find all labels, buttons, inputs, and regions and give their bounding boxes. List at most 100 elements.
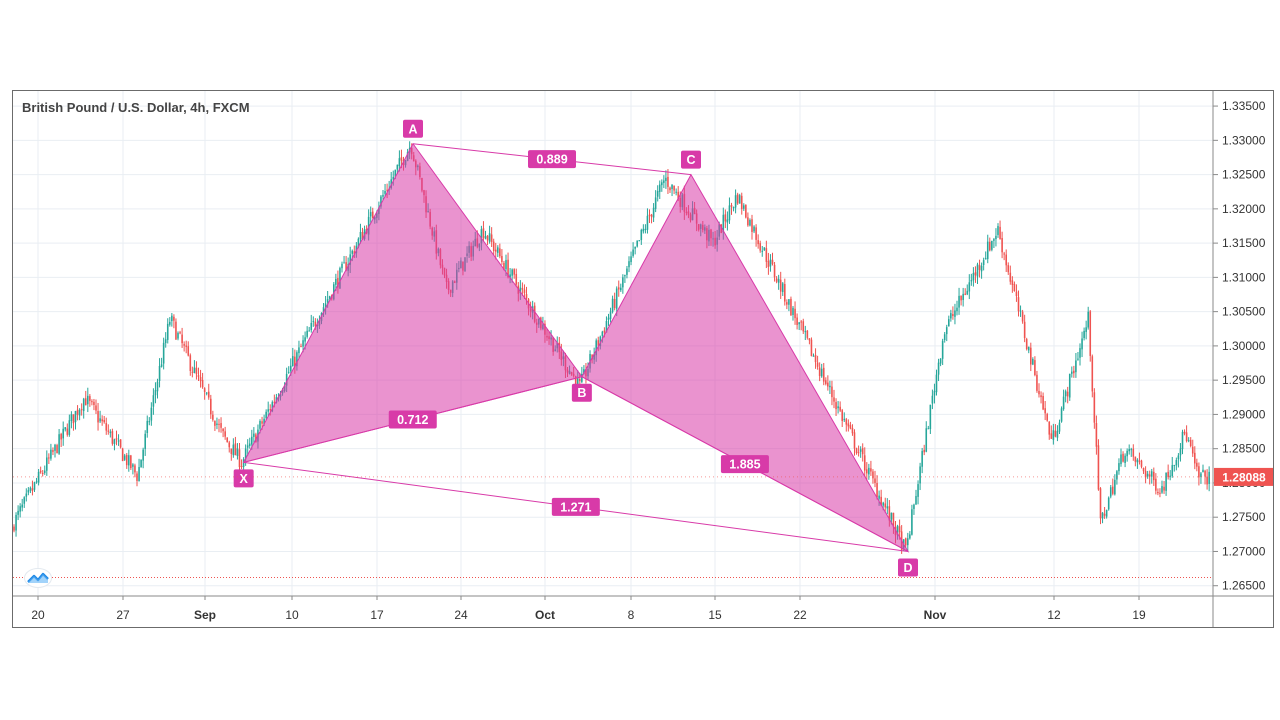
candle-up: [19, 506, 21, 512]
axes: 1.33500 1.33000 1.32500 1.32000 1.31500 1.310…: [13, 91, 1273, 627]
candle-up: [743, 205, 745, 209]
candle-down: [757, 240, 759, 245]
candle-down: [39, 470, 42, 473]
candle-down: [212, 414, 214, 420]
candle-down: [107, 430, 110, 432]
candle-up: [82, 398, 85, 412]
candle-up: [753, 226, 755, 232]
candle-down: [851, 427, 854, 434]
candle-up: [970, 280, 973, 282]
candle-up: [1200, 473, 1202, 477]
candle-down: [1157, 491, 1159, 494]
candle-down: [1132, 448, 1135, 457]
candle-up: [644, 228, 647, 230]
candle-up: [950, 313, 952, 319]
candle-down: [195, 367, 198, 375]
candle-down: [400, 157, 403, 161]
chart-frame[interactable]: 0.712 0.889 1.885 1.271 X A B C D 1.33500 1.33000…: [12, 90, 1274, 628]
candle-down: [1194, 452, 1196, 464]
candle-up: [626, 268, 628, 275]
candle-up: [296, 352, 298, 367]
candle-up: [665, 177, 667, 182]
candle-down: [771, 259, 774, 265]
candle-down: [31, 488, 34, 491]
candle-down: [121, 448, 124, 462]
candle-up: [1126, 450, 1128, 457]
candle-up: [732, 207, 735, 209]
candle-up: [738, 195, 741, 204]
candle-down: [84, 398, 87, 406]
candle-up: [1136, 459, 1139, 463]
candle-down: [1198, 466, 1200, 478]
price-tick-label: 1.32500: [1222, 168, 1266, 182]
candle-down: [839, 406, 841, 411]
candle-down: [673, 185, 675, 191]
candle-down: [1196, 462, 1198, 467]
candle-up: [763, 247, 766, 251]
candle-down: [1097, 445, 1100, 490]
candle-up: [242, 459, 245, 467]
candle-down: [1144, 470, 1147, 478]
candle-down: [136, 473, 138, 481]
candle-down: [273, 401, 276, 403]
candle-down: [101, 419, 103, 422]
candle-down: [95, 405, 97, 411]
candle-up: [1019, 310, 1022, 312]
candle-down: [964, 293, 966, 295]
candle-up: [488, 233, 491, 242]
candle-up: [997, 226, 999, 235]
candle-up: [253, 433, 255, 437]
candle-down: [1155, 478, 1157, 491]
candle-up: [248, 443, 251, 446]
harmonic-pattern[interactable]: 0.712 0.889 1.885 1.271 X A B C D: [233, 119, 918, 577]
candle-down: [861, 448, 864, 455]
candle-up: [1175, 460, 1178, 466]
candle-up: [581, 373, 583, 382]
candle-up: [117, 440, 120, 442]
candle-down: [521, 288, 524, 290]
candle-up: [302, 340, 304, 347]
candle-up: [927, 428, 930, 430]
candle-up: [777, 278, 780, 283]
candle-up: [62, 428, 64, 439]
price-chart[interactable]: 0.712 0.889 1.885 1.271 X A B C D 1.33500 1.33000…: [13, 91, 1274, 628]
candle-down: [93, 401, 95, 405]
candle-down: [730, 205, 733, 207]
candle-up: [654, 197, 657, 209]
candle-down: [482, 228, 485, 238]
candle-up: [285, 373, 288, 386]
candle-up: [1062, 396, 1065, 410]
candle-down: [1015, 291, 1018, 297]
candle-down: [853, 432, 856, 449]
candle-up: [68, 420, 71, 435]
candle-up: [27, 490, 30, 493]
candle-up: [158, 365, 161, 381]
candle-down: [1159, 492, 1161, 494]
candle-up: [1124, 455, 1126, 463]
candle-up: [921, 451, 923, 467]
time-tick-label: 27: [116, 608, 130, 622]
candle-up: [958, 295, 960, 308]
candle-down: [779, 279, 782, 292]
candle-up: [576, 378, 579, 388]
candle-up: [146, 420, 149, 433]
candle-down: [751, 219, 753, 232]
candle-up: [58, 434, 60, 454]
candle-up: [948, 319, 950, 327]
candle-up: [671, 184, 673, 189]
candle-up: [148, 421, 151, 423]
candle-down: [960, 295, 962, 301]
candle-up: [154, 390, 157, 396]
candle-up: [1187, 440, 1190, 442]
candle-down: [513, 269, 515, 275]
candle-up: [798, 322, 800, 325]
candle-down: [827, 382, 829, 387]
candle-down: [76, 409, 79, 415]
candle-up: [232, 444, 235, 456]
candle-down: [1189, 439, 1192, 446]
tradingview-logo-icon[interactable]: [24, 568, 52, 588]
candle-up: [160, 364, 163, 367]
candle-down: [203, 388, 206, 392]
candle-up: [646, 215, 649, 230]
candle-up: [43, 470, 46, 473]
